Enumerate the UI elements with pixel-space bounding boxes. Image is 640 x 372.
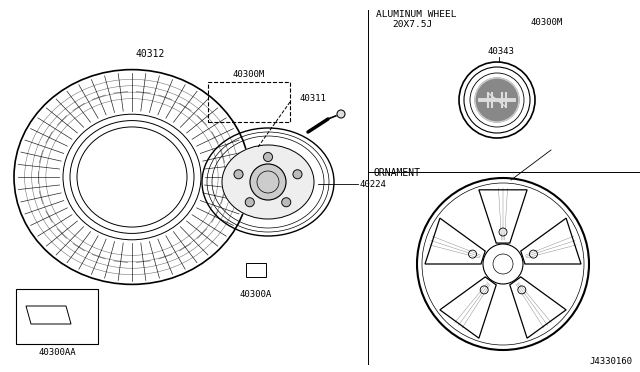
Circle shape xyxy=(282,198,291,207)
Text: ALUMINUM WHEEL: ALUMINUM WHEEL xyxy=(376,10,456,19)
Ellipse shape xyxy=(222,145,314,219)
Text: J4330160: J4330160 xyxy=(589,357,632,366)
Text: 20X7.5J: 20X7.5J xyxy=(392,20,432,29)
Text: 40300M: 40300M xyxy=(531,18,563,27)
Circle shape xyxy=(250,164,286,200)
Text: ORNAMENT: ORNAMENT xyxy=(374,168,421,178)
Text: 40300AA: 40300AA xyxy=(38,348,76,357)
Text: 40312: 40312 xyxy=(135,49,164,59)
Bar xyxy=(246,263,266,277)
Circle shape xyxy=(264,153,273,161)
Circle shape xyxy=(475,78,519,122)
Text: 40300M: 40300M xyxy=(233,70,265,79)
Circle shape xyxy=(293,170,302,179)
Text: 40343: 40343 xyxy=(488,47,515,56)
Circle shape xyxy=(337,110,345,118)
Text: 40311: 40311 xyxy=(300,94,326,103)
Circle shape xyxy=(245,198,254,207)
Text: 40224: 40224 xyxy=(360,180,387,189)
Text: 40300A: 40300A xyxy=(240,290,272,299)
Bar xyxy=(208,82,290,122)
Bar xyxy=(16,289,98,344)
Circle shape xyxy=(234,170,243,179)
